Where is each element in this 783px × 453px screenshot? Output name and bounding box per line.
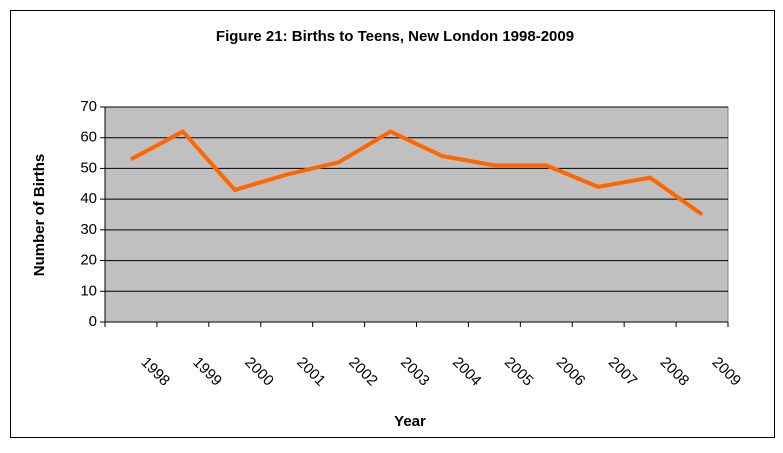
y-tick-label: 20 [80, 252, 97, 269]
y-axis-label: Number of Births [31, 154, 48, 277]
y-tick-label: 40 [80, 190, 97, 207]
chart-title: Figure 21: Births to Teens, New London 1… [216, 28, 574, 45]
y-tick-label: 30 [80, 221, 97, 238]
x-axis-label: Year [394, 413, 426, 430]
y-tick-label: 10 [80, 282, 97, 299]
plot-area [104, 106, 729, 323]
y-tick-label: 70 [80, 98, 97, 115]
series-line [130, 129, 704, 217]
y-tick-label: 0 [89, 313, 97, 330]
y-tick-label: 50 [80, 159, 97, 176]
y-tick-label: 60 [80, 129, 97, 146]
